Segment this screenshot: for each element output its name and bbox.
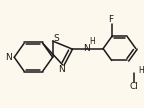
- Text: F: F: [108, 15, 113, 25]
- Text: S: S: [54, 34, 59, 43]
- Text: H: H: [138, 66, 144, 75]
- Text: N: N: [5, 53, 12, 62]
- Text: N: N: [83, 44, 90, 53]
- Text: Cl: Cl: [129, 82, 138, 91]
- Text: N: N: [58, 65, 65, 74]
- Text: H: H: [89, 37, 95, 46]
